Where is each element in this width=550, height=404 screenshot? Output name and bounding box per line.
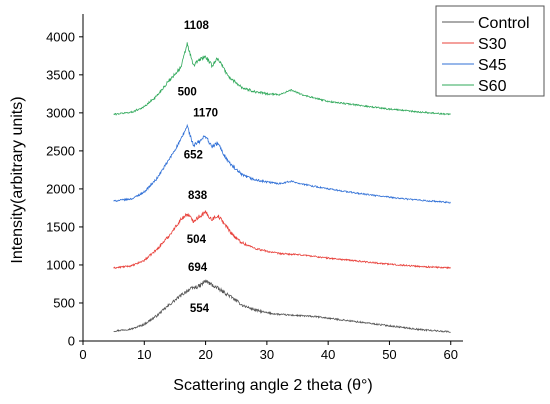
x-tick-label: 20 [198, 347, 212, 362]
series-line-s45 [113, 123, 451, 204]
legend-label-s45: S45 [478, 57, 507, 74]
peak-annotation: 694 [188, 262, 208, 274]
legend-label-s30: S30 [478, 36, 507, 53]
y-tick-label: 4000 [46, 29, 75, 44]
y-tick-label: 1000 [46, 257, 75, 272]
x-tick-label: 60 [444, 347, 458, 362]
axis-ticks: 0 10 20 30 40 50 60 0 500 1000 1500 2000 2500 3000 350… [46, 29, 458, 362]
y-tick-label: 0 [68, 334, 75, 349]
y-tick-label: 2500 [46, 143, 75, 158]
series-line-s30 [113, 210, 451, 270]
x-tick-label: 40 [321, 347, 335, 362]
y-tick-label: 1500 [46, 219, 75, 234]
annotation-layer: 1108 500 1170 652 838 504 694 554 [178, 20, 218, 315]
legend-label-s60: S60 [478, 78, 507, 95]
series-layer [113, 42, 451, 333]
y-tick-label: 2000 [46, 181, 75, 196]
legend-box [435, 5, 545, 97]
legend: Control S30 S45 S60 [435, 5, 545, 97]
plot-area [82, 14, 463, 342]
peak-annotation: 1108 [184, 20, 210, 32]
peak-annotation: 1170 [193, 107, 218, 119]
peak-annotation: 652 [184, 149, 203, 161]
peak-annotation: 500 [178, 86, 197, 98]
peak-annotation: 504 [187, 234, 207, 246]
y-axis-title: Intensity(arbitrary units) [9, 96, 26, 263]
x-tick-label: 50 [382, 347, 396, 362]
x-axis-title: Scattering angle 2 theta (θ°) [173, 377, 372, 394]
x-tick-label: 10 [137, 347, 151, 362]
x-tick-label: 30 [260, 347, 274, 362]
y-tick-label: 3000 [46, 105, 75, 120]
peak-annotation: 838 [188, 190, 208, 202]
legend-label-control: Control [478, 15, 530, 32]
series-line-control [113, 279, 451, 333]
peak-annotation: 554 [190, 303, 210, 315]
y-tick-label: 3500 [46, 67, 75, 82]
x-tick-label: 0 [79, 347, 86, 362]
y-tick-label: 500 [53, 295, 75, 310]
series-line-s60 [113, 42, 451, 116]
